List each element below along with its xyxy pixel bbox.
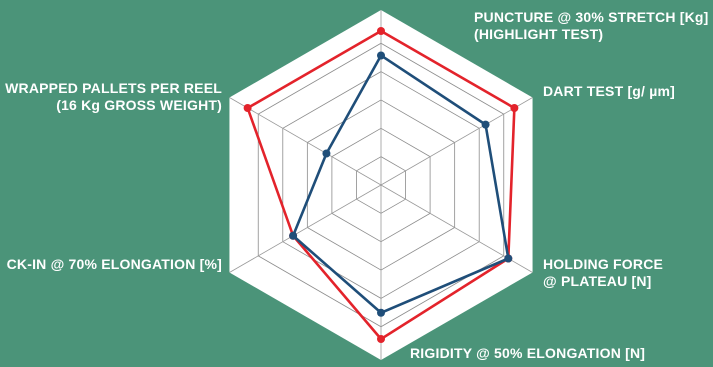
axis-label-line: WRAPPED PALLETS PER REEL	[5, 80, 222, 96]
series-2-point	[322, 149, 331, 158]
radar-spoke	[229, 97, 382, 186]
axis-label-line: (HIGHLIGHT TEST)	[474, 26, 604, 42]
radar-spoke	[229, 184, 382, 273]
series-1-point	[377, 335, 385, 343]
radar-spoke	[380, 97, 533, 186]
axis-label-line: CK-IN @ 70% ELONGATION [%]	[6, 256, 222, 272]
axis-label-puncture: PUNCTURE @ 30% STRETCH [Kg] (HIGHLIGHT T…	[474, 9, 709, 43]
series-2-point	[481, 120, 490, 129]
axis-label-wrapped-pallets: WRAPPED PALLETS PER REEL (16 Kg GROSS WE…	[5, 80, 222, 114]
axis-label-line: (16 Kg GROSS WEIGHT)	[56, 97, 222, 113]
series-1-point	[377, 27, 385, 35]
series-1-point	[510, 104, 519, 112]
series-2-point	[377, 51, 385, 60]
axis-label-holding-force: HOLDING FORCE @ PLATEAU [N]	[543, 256, 663, 290]
axis-label-dart-test: DART TEST [g/ µm]	[543, 83, 675, 100]
series-1-point	[243, 104, 252, 112]
series-2-point	[377, 308, 385, 317]
radar-grid	[229, 10, 533, 360]
axis-label-line: DART TEST [g/ µm]	[543, 83, 676, 99]
series-2-point	[504, 254, 513, 263]
series-2-point	[289, 231, 298, 240]
axis-label-line: @ PLATEAU [N]	[543, 273, 652, 289]
axis-label-line: PUNCTURE @ 30% STRETCH [Kg]	[474, 9, 709, 25]
axis-label-line: RIGIDITY @ 50% ELONGATION [N]	[410, 345, 646, 361]
axis-label-stretch: CK-IN @ 70% ELONGATION [%]	[7, 256, 222, 273]
radar-series	[243, 27, 519, 343]
axis-label-line: HOLDING FORCE	[543, 256, 664, 272]
axis-label-rigidity: RIGIDITY @ 50% ELONGATION [N]	[410, 345, 645, 362]
